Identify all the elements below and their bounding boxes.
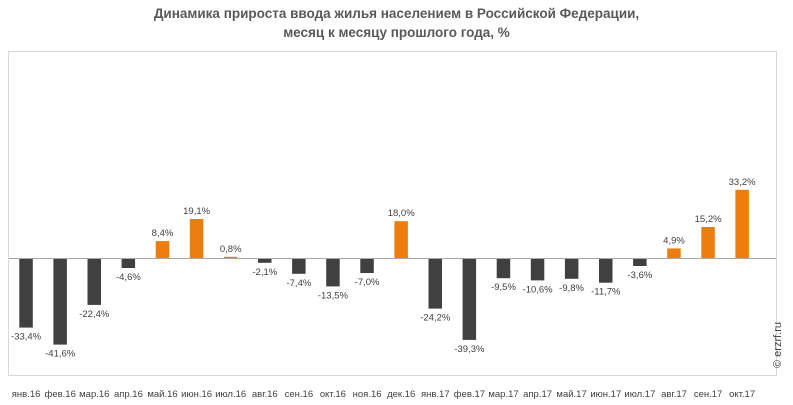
value-label: -24,2%	[420, 313, 451, 324]
x-tick-label: дек.16	[387, 389, 415, 400]
bar-июн.17	[599, 258, 613, 283]
bars-group	[19, 189, 749, 345]
x-tick-label: авг.16	[252, 389, 278, 400]
value-label: 18,0%	[388, 208, 415, 219]
bar-дек.16	[394, 221, 408, 259]
bar-апр.17	[530, 258, 545, 281]
x-tick-label: июн.16	[181, 389, 212, 400]
bar-мар.17	[496, 258, 511, 279]
bar-фев.16	[53, 258, 67, 345]
bar-сен.17	[701, 227, 715, 259]
value-label: 0,8%	[220, 244, 242, 255]
x-tick-label: авг.17	[661, 389, 687, 400]
value-label: -4,6%	[116, 272, 141, 283]
bar-май.16	[155, 241, 170, 259]
bar-окт.16	[326, 258, 340, 287]
value-label: -39,3%	[454, 344, 485, 355]
x-tick-label: июн.17	[590, 389, 621, 400]
x-tick-label: июл.16	[215, 389, 246, 400]
x-tick-label: ноя.16	[353, 389, 382, 400]
value-label: -13,5%	[318, 290, 349, 301]
x-tick-label: сен.16	[285, 389, 314, 400]
x-tick-label: май.17	[556, 389, 586, 400]
value-label: -11,7%	[591, 287, 621, 298]
x-tick-label: мар.16	[79, 389, 109, 400]
bar-апр.16	[121, 258, 136, 268]
bar-авг.17	[667, 248, 681, 259]
bar-янв.17	[428, 258, 442, 309]
value-label: -3,6%	[627, 270, 652, 281]
value-label: 19,1%	[183, 206, 210, 217]
value-label: -9,5%	[491, 282, 516, 293]
bar-янв.16	[19, 258, 33, 328]
bar-июл.16	[223, 256, 238, 259]
bar-мар.16	[87, 258, 101, 305]
bar-ноя.16	[360, 258, 374, 273]
value-label: -9,8%	[559, 283, 584, 294]
chart-title: Динамика прироста ввода жилья населением…	[0, 4, 793, 42]
value-label: -7,4%	[286, 278, 311, 289]
bar-июл.17	[633, 258, 647, 266]
watermark-text: © erzrf.ru	[772, 322, 784, 368]
value-label: 15,2%	[695, 214, 722, 225]
x-tick-label: янв.17	[421, 389, 450, 400]
value-label: 8,4%	[152, 228, 174, 239]
value-label: 33,2%	[729, 177, 756, 188]
x-tick-label: мар.17	[488, 389, 518, 400]
value-label: -33,4%	[11, 332, 42, 343]
plot-frame	[8, 51, 777, 376]
value-label: -41,6%	[45, 349, 76, 360]
x-tick-label: апр.17	[523, 389, 552, 400]
bar-фев.17	[462, 258, 477, 340]
bar-май.17	[564, 258, 579, 279]
value-label: -22,4%	[79, 309, 110, 320]
x-tick-label: окт.17	[729, 389, 755, 400]
value-label: -2,1%	[252, 267, 277, 278]
x-tick-label: фев.17	[454, 389, 485, 400]
bar-июн.16	[189, 219, 204, 259]
chart-title-line-2: месяц к месяцу прошлого года, %	[283, 25, 510, 40]
value-label: -7,0%	[355, 277, 380, 288]
x-tick-label: сен.17	[694, 389, 723, 400]
value-labels-group: -33,4%-41,6% -22,4% -4,6% 8,4% 19,1% 0,8% -2,1…	[11, 177, 756, 360]
x-tick-label: янв.16	[12, 389, 41, 400]
x-tick-label: июл.17	[624, 389, 655, 400]
watermark: © erzrf.ru	[768, 300, 788, 370]
bar-сен.16	[292, 258, 306, 274]
value-label: -10,6%	[523, 284, 554, 295]
chart-title-line-1: Динамика прироста ввода жилья населением…	[153, 6, 640, 21]
x-tick-label: май.16	[147, 389, 177, 400]
bar-авг.16	[258, 258, 272, 263]
x-tick-labels-group: янв.16 фев.16 мар.16 апр.16 май.16 июн.16 июл.…	[12, 389, 755, 400]
x-tick-label: апр.16	[114, 389, 143, 400]
x-tick-label: окт.16	[320, 389, 346, 400]
x-tick-label: фев.16	[45, 389, 76, 400]
bar-окт.17	[735, 189, 749, 259]
value-label: 4,9%	[663, 235, 685, 246]
